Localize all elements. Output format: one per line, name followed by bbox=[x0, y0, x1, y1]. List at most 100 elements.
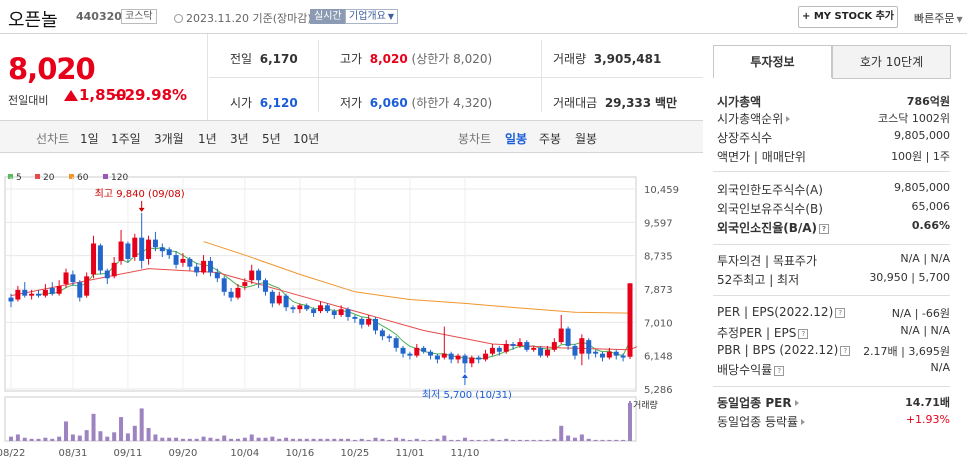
chevron-down-icon: ▼ bbox=[956, 15, 963, 24]
invest-row: 외국인한도주식수(A) 9,805,000 bbox=[717, 181, 950, 199]
period-3m[interactable]: 3개월 bbox=[154, 132, 184, 146]
candle-body bbox=[421, 347, 427, 352]
caret-right-icon[interactable] bbox=[801, 419, 806, 425]
x-tick-label: 10/04 bbox=[230, 448, 259, 459]
company-overview-button[interactable]: 기업개요 ▼ bbox=[345, 9, 398, 24]
invest-row-label: 동일업종 등락률 bbox=[717, 413, 806, 430]
candle-body bbox=[63, 272, 69, 285]
candle-body bbox=[194, 266, 200, 273]
candle-body bbox=[139, 237, 145, 261]
candle-body bbox=[8, 297, 14, 302]
invest-row-value: 코스닥 1002위 bbox=[878, 112, 950, 125]
caret-right-icon[interactable] bbox=[794, 400, 799, 406]
volume-bar bbox=[29, 438, 34, 441]
help-icon[interactable]: ? bbox=[774, 366, 785, 376]
invest-row-label: 52주최고 | 최저 bbox=[717, 273, 800, 287]
x-tick-label: 09/20 bbox=[169, 448, 198, 459]
volume-bar bbox=[435, 438, 440, 441]
invest-row: 시가총액순위 코스닥 1002위 bbox=[717, 110, 950, 128]
volume-bar bbox=[428, 439, 433, 441]
period-1d[interactable]: 1일 bbox=[80, 132, 99, 146]
volume-bar bbox=[304, 438, 309, 441]
invest-row-label: PBR | BPS (2022.12)? bbox=[717, 343, 851, 357]
invest-row-label: 추정PER | EPS? bbox=[717, 324, 809, 341]
change-value: 1,850 bbox=[79, 86, 127, 104]
amount-label: 거래대금 bbox=[553, 96, 598, 110]
candle-weekly[interactable]: 주봉 bbox=[539, 132, 562, 146]
candle-daily[interactable]: 일봉 bbox=[505, 132, 528, 146]
candle-body bbox=[531, 347, 537, 350]
help-icon[interactable]: ? bbox=[840, 346, 851, 356]
tab-invest-info[interactable]: 투자정보 bbox=[713, 45, 832, 79]
x-tick-label: 11/01 bbox=[395, 448, 424, 459]
candle-body bbox=[428, 351, 434, 356]
price-chart[interactable]: 5 20 60 120 10,459 9,597 8,735 7,873 7,010 6,148 5… bbox=[0, 166, 703, 465]
candle-monthly[interactable]: 월봉 bbox=[575, 132, 598, 146]
help-icon[interactable]: ? bbox=[819, 224, 830, 234]
volume-bar bbox=[105, 436, 110, 441]
tab-order-book[interactable]: 호가 10단계 bbox=[832, 45, 951, 79]
legend-swatch bbox=[35, 174, 40, 179]
invest-row-value: 2.17배 | 3,695원 bbox=[863, 345, 950, 358]
low-value: 6,060 bbox=[369, 96, 408, 110]
volume-bar bbox=[297, 438, 302, 441]
volume-bar bbox=[215, 438, 220, 441]
candle-body bbox=[311, 309, 317, 314]
add-mystock-button[interactable]: + MY STOCK 추가 bbox=[798, 6, 898, 28]
up-arrow-icon bbox=[64, 90, 78, 101]
volume-bar bbox=[325, 438, 330, 441]
candle-body bbox=[118, 241, 124, 261]
volume-bar bbox=[579, 434, 584, 441]
volume-bar bbox=[64, 421, 69, 441]
period-1w[interactable]: 1주일 bbox=[111, 132, 141, 146]
candle-body bbox=[173, 255, 179, 265]
period-3y[interactable]: 3년 bbox=[230, 132, 249, 146]
volume-bar bbox=[242, 437, 247, 441]
row-divider bbox=[713, 171, 950, 172]
candle-body bbox=[558, 328, 564, 343]
volume-legend-label: 거래량 bbox=[633, 399, 658, 411]
low-price: 저가 6,060 (하한가 4,320) bbox=[340, 94, 492, 111]
period-10y[interactable]: 10년 bbox=[293, 132, 320, 146]
candle-body bbox=[290, 307, 296, 310]
prev-close-label: 전일 bbox=[230, 52, 253, 66]
candle-body bbox=[393, 338, 399, 348]
volume-bar bbox=[552, 438, 557, 441]
realtime-button[interactable]: 실시간 bbox=[310, 9, 346, 24]
candle-body bbox=[104, 270, 110, 279]
stock-header: 오픈놀 440320 코스닥 2023.11.20 기준(장마감) 실시간 기업… bbox=[0, 0, 967, 34]
volume-bar bbox=[607, 439, 612, 441]
y-tick-label: 10,459 bbox=[644, 185, 679, 196]
invest-row-value: 30,950 | 5,700 bbox=[869, 271, 950, 284]
help-icon[interactable]: ? bbox=[798, 329, 809, 339]
volume-bar bbox=[352, 439, 357, 441]
candle-body bbox=[538, 347, 544, 356]
invest-row-value: N/A bbox=[930, 361, 950, 374]
period-5y[interactable]: 5년 bbox=[262, 132, 281, 146]
volume-legend-swatch bbox=[629, 401, 631, 409]
y-tick-label: 7,873 bbox=[644, 285, 673, 296]
invest-row-value: 786억원 bbox=[906, 95, 950, 108]
candle-body bbox=[187, 258, 193, 267]
prev-close: 전일 6,170 bbox=[230, 50, 298, 67]
candle-body bbox=[599, 353, 605, 358]
volume-bar bbox=[621, 439, 626, 441]
candle-body bbox=[373, 318, 379, 331]
candle-body bbox=[91, 243, 97, 275]
volume-bar bbox=[119, 417, 124, 441]
candle-body bbox=[496, 347, 502, 352]
candle-body bbox=[152, 239, 158, 248]
candle-body bbox=[379, 330, 385, 337]
help-icon[interactable]: ? bbox=[835, 308, 846, 318]
low-label: 저가 bbox=[340, 96, 363, 110]
invest-row-label: 투자의견 | 목표주가 bbox=[717, 254, 817, 268]
volume-bar bbox=[167, 437, 172, 441]
amount-unit: 백만 bbox=[654, 96, 678, 110]
caret-right-icon[interactable] bbox=[786, 116, 791, 122]
volume-bar bbox=[174, 437, 179, 441]
period-1y[interactable]: 1년 bbox=[198, 132, 217, 146]
change-label: 전일대비 bbox=[8, 94, 49, 107]
candle-body bbox=[262, 280, 268, 292]
quick-order-button[interactable]: 빠른주문 ▼ bbox=[914, 10, 963, 26]
volume-bar bbox=[194, 438, 199, 441]
